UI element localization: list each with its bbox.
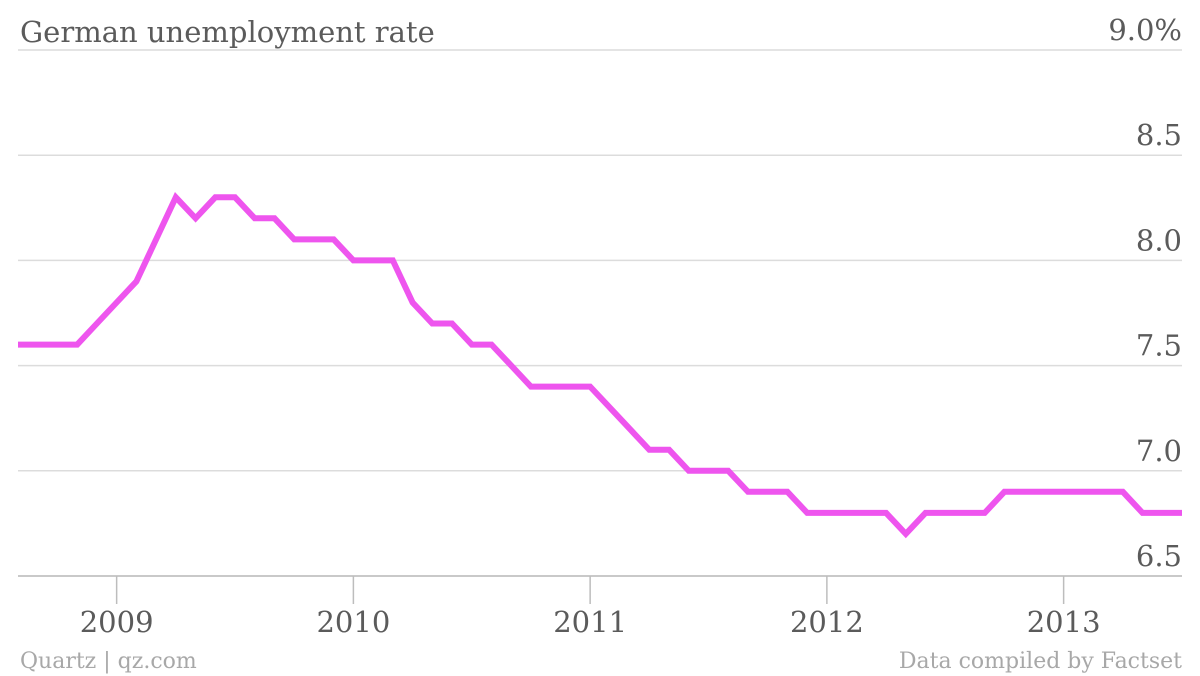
data-source-note: Data compiled by Factset xyxy=(899,649,1182,674)
x-tick-label: 2013 xyxy=(1027,605,1101,639)
y-tick-label: 6.5 xyxy=(1136,539,1182,573)
x-tick-label: 2012 xyxy=(790,605,864,639)
x-tick-label: 2010 xyxy=(316,605,390,639)
y-tick-label: 8.0 xyxy=(1136,223,1182,257)
chart-title: German unemployment rate xyxy=(20,15,435,49)
source-credit: Quartz | qz.com xyxy=(20,649,197,674)
y-tick-label: 9.0% xyxy=(1108,13,1182,47)
y-tick-label: 7.0 xyxy=(1136,434,1182,468)
x-tick-label: 2011 xyxy=(553,605,627,639)
y-tick-label: 7.5 xyxy=(1136,329,1182,363)
series-line-unemployment xyxy=(18,192,1182,539)
gridlines xyxy=(18,49,1182,577)
y-tick-label: 8.5 xyxy=(1136,118,1182,152)
x-tick-label: 2009 xyxy=(80,605,154,639)
x-axis-labels: 2009 2010 2011 2012 2013 xyxy=(80,576,1101,639)
y-axis-labels: 9.0% 8.5 8.0 7.5 7.0 6.5 xyxy=(1108,13,1182,573)
